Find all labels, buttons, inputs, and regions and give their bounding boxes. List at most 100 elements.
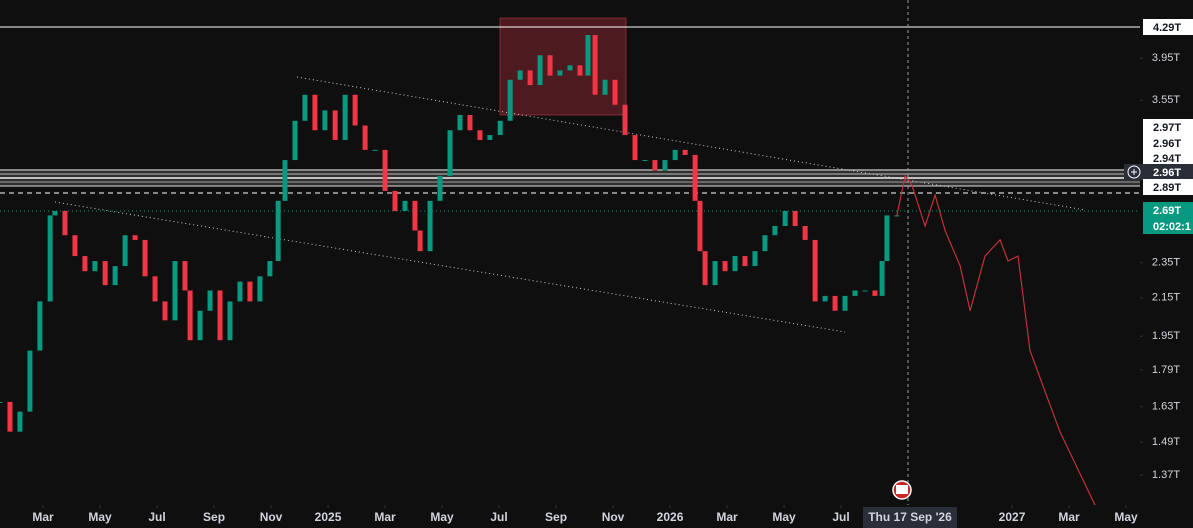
- candle: [557, 70, 563, 76]
- candle: [142, 239, 148, 277]
- price-tag-box: [1143, 119, 1193, 135]
- price-tag: 2.96T: [1153, 167, 1181, 179]
- price-tag: 2.97T: [1153, 122, 1181, 134]
- candle: [322, 110, 328, 131]
- candle: [477, 130, 483, 140]
- candle: [17, 411, 23, 432]
- y-tick-label: 2.35T: [1152, 257, 1180, 269]
- candle: [812, 239, 818, 302]
- candle: [332, 110, 338, 140]
- series-layer: [0, 35, 1096, 506]
- x-tick-label: Jul: [832, 510, 849, 524]
- candle: [872, 290, 878, 296]
- candle: [612, 79, 618, 105]
- price-tag: 2.96T: [1153, 138, 1181, 150]
- price-tag-box: [1143, 202, 1193, 218]
- candle: [362, 125, 368, 150]
- candle: [742, 256, 748, 267]
- price-tag-box: [1124, 164, 1193, 180]
- y-tick-label: 1.79T: [1152, 364, 1180, 376]
- x-tick-label: Jul: [490, 510, 507, 524]
- x-tick-label: May: [1114, 510, 1138, 524]
- candle: [592, 35, 598, 95]
- candle: [517, 70, 523, 80]
- candle: [697, 200, 703, 252]
- price-tag: 4.29T: [1153, 22, 1181, 34]
- candle: [7, 401, 13, 432]
- candle: [392, 190, 398, 211]
- candle: [527, 70, 533, 86]
- candle: [72, 235, 78, 257]
- x-tick-label: 2026: [657, 510, 684, 524]
- x-tick-label: Mar: [716, 510, 738, 524]
- candle: [497, 120, 503, 136]
- candle: [47, 215, 53, 302]
- candle: [267, 261, 273, 277]
- candle: [402, 200, 408, 211]
- x-tick-label: Mar: [1058, 510, 1080, 524]
- x-tick-label: Nov: [602, 510, 625, 524]
- candle: [82, 256, 88, 272]
- candle: [0, 401, 3, 403]
- price-tag-box: [1143, 150, 1193, 166]
- candle: [372, 149, 378, 151]
- candle: [762, 235, 768, 252]
- candle: [884, 215, 890, 262]
- candle: [712, 261, 718, 286]
- y-tick-label: 3.95T: [1152, 52, 1180, 64]
- price-tag-box: [1143, 218, 1193, 234]
- candle: [437, 175, 443, 201]
- candle: [342, 94, 348, 140]
- x-tick-label: Jul: [148, 510, 165, 524]
- candle: [467, 114, 473, 131]
- candle: [792, 210, 798, 226]
- price-tag: 2.89T: [1153, 182, 1181, 194]
- candle: [412, 200, 418, 231]
- candle: [772, 225, 778, 236]
- candle: [722, 261, 728, 272]
- candle: [292, 120, 298, 161]
- candle: [187, 290, 193, 341]
- candle: [197, 310, 203, 341]
- candle: [662, 160, 668, 171]
- zone-box: [499, 17, 627, 116]
- candle: [382, 149, 388, 191]
- price-tag-box: [1143, 19, 1193, 35]
- x-tick-label: 2027: [999, 510, 1026, 524]
- candle: [682, 149, 688, 155]
- y-tick-label: 1.49T: [1152, 436, 1180, 448]
- x-tick-label: Mar: [32, 510, 54, 524]
- candle: [162, 301, 168, 321]
- candle: [632, 135, 638, 161]
- y-tick-label: 1.37T: [1152, 469, 1180, 481]
- price-tag: 2.69T: [1153, 205, 1181, 217]
- candle: [172, 261, 178, 321]
- candle: [182, 261, 188, 291]
- crosshair-label-box: [863, 507, 957, 528]
- projection-line: [896, 174, 1096, 506]
- candle: [447, 130, 453, 176]
- candle: [487, 135, 493, 140]
- candle: [672, 149, 678, 161]
- candle: [27, 350, 33, 412]
- candle: [417, 230, 423, 252]
- candle: [457, 114, 463, 131]
- x-tick-label: Sep: [203, 510, 225, 524]
- candle: [37, 301, 43, 351]
- x-tick-label: Nov: [260, 510, 283, 524]
- candle: [52, 210, 58, 216]
- candle: [537, 55, 543, 86]
- candle: [207, 290, 213, 311]
- candle: [275, 200, 281, 262]
- candle: [352, 94, 358, 126]
- add-alert-button[interactable]: [1127, 165, 1141, 179]
- x-tick-label: May: [772, 510, 796, 524]
- candle: [822, 295, 828, 302]
- candle: [842, 295, 848, 311]
- candle: [832, 295, 838, 311]
- candle: [622, 104, 628, 136]
- price-tag-box: [1143, 135, 1193, 151]
- candle: [427, 200, 433, 252]
